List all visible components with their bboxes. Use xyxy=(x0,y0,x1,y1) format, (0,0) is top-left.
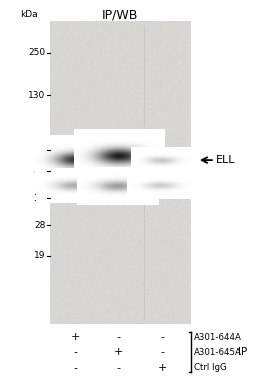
Text: -: - xyxy=(117,363,121,373)
Text: 19: 19 xyxy=(34,251,45,260)
Text: -: - xyxy=(161,347,164,357)
Text: ELL: ELL xyxy=(216,155,236,165)
Text: 250: 250 xyxy=(28,48,45,57)
Text: kDa: kDa xyxy=(20,10,38,19)
Text: 70: 70 xyxy=(34,145,45,154)
Text: -: - xyxy=(161,332,164,342)
Text: Ctrl IgG: Ctrl IgG xyxy=(194,363,227,372)
Text: -: - xyxy=(73,347,78,357)
Text: -: - xyxy=(117,332,121,342)
Text: 38: 38 xyxy=(34,193,45,203)
Text: A301-644A: A301-644A xyxy=(194,332,242,342)
Text: +: + xyxy=(71,332,80,342)
Text: 28: 28 xyxy=(34,221,45,230)
Bar xyxy=(50,21,190,324)
Text: -: - xyxy=(73,363,78,373)
Text: IP/WB: IP/WB xyxy=(102,8,138,21)
Text: IP: IP xyxy=(238,347,248,357)
Text: 51: 51 xyxy=(34,166,45,175)
Text: 130: 130 xyxy=(28,91,45,100)
Text: +: + xyxy=(114,347,124,357)
Text: A301-645A: A301-645A xyxy=(194,348,242,357)
Text: +: + xyxy=(158,363,167,373)
